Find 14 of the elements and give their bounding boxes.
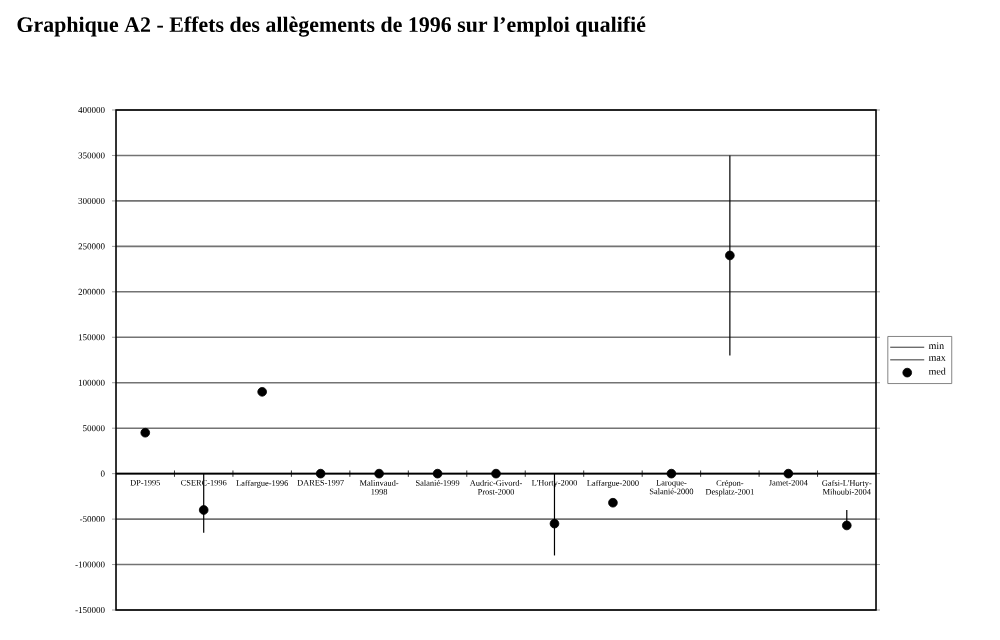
point: [842, 520, 852, 531]
chart-title: Graphique A2 - Effets des allègements de 1996 sur l’emploi qualifié: [17, 16, 646, 37]
point: [257, 387, 267, 397]
point: [374, 468, 384, 479]
point: [725, 250, 735, 261]
point: [608, 497, 618, 508]
point: [198, 505, 209, 515]
point: [140, 427, 151, 438]
point: [783, 468, 794, 479]
point: [666, 468, 677, 479]
point: [315, 468, 326, 479]
point: [549, 518, 560, 529]
point: [491, 468, 501, 479]
point: [432, 468, 443, 479]
